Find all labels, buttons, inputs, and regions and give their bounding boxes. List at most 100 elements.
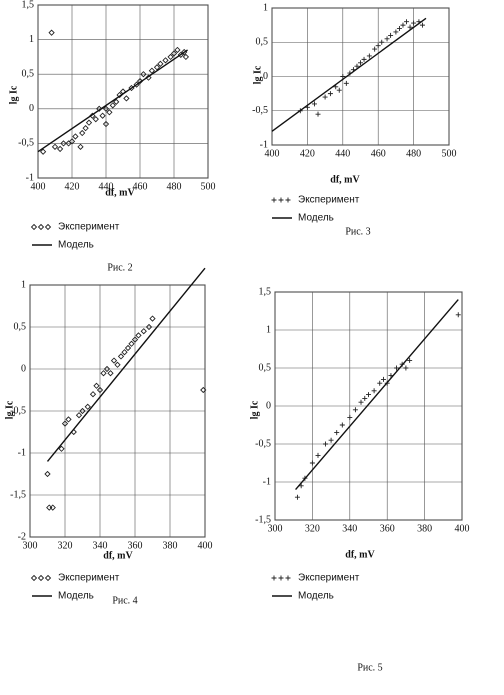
- data-point: [93, 382, 100, 389]
- data-point: [149, 315, 156, 322]
- x-tick-label: 300: [268, 523, 283, 534]
- legend-marker: [271, 575, 277, 581]
- y-tick-label: -1,5: [10, 489, 26, 500]
- data-point: [114, 361, 121, 368]
- data-point: [145, 74, 152, 81]
- data-point: [294, 494, 300, 500]
- x-tick-label: 340: [342, 523, 357, 534]
- data-point: [361, 56, 367, 62]
- data-point: [322, 441, 328, 447]
- y-tick-label: -1: [260, 139, 268, 150]
- data-point: [113, 98, 120, 106]
- legend-marker: [278, 197, 284, 203]
- model-line: [46, 267, 206, 462]
- x-axis-label: df, mV: [103, 550, 133, 561]
- y-tick-label: 0: [266, 400, 271, 411]
- y-tick-label: 0,5: [259, 362, 272, 373]
- data-point: [75, 412, 83, 419]
- y-tick-label: -1: [263, 476, 271, 487]
- data-point: [375, 43, 381, 49]
- data-point: [366, 53, 372, 59]
- x-axis-label: df, mV: [105, 187, 135, 198]
- legend-label: Модель: [58, 240, 94, 251]
- y-tick-label: -0,5: [252, 105, 268, 116]
- data-point: [58, 445, 65, 452]
- legend-label: Эксперимент: [58, 222, 120, 233]
- y-tick-label: 0: [29, 103, 34, 114]
- data-point: [170, 50, 178, 57]
- data-point: [419, 22, 425, 28]
- data-point: [411, 20, 417, 26]
- data-point: [110, 357, 118, 364]
- data-point: [140, 71, 147, 78]
- legend-marker: [285, 197, 291, 203]
- data-point: [309, 460, 315, 466]
- data-point: [379, 39, 385, 45]
- data-point: [117, 353, 125, 360]
- y-tick-label: 1: [266, 324, 271, 335]
- data-point: [340, 74, 346, 79]
- data-point: [121, 349, 128, 356]
- data-point: [102, 120, 110, 128]
- data-point: [358, 399, 364, 405]
- legend-marker: [30, 574, 38, 582]
- x-tick-label: 380: [417, 523, 432, 534]
- data-point: [124, 344, 132, 352]
- y-tick-label: -0,5: [10, 405, 26, 416]
- data-point: [407, 24, 413, 30]
- x-tick-label: 480: [406, 148, 421, 159]
- y-tick-label: 0,5: [22, 68, 35, 79]
- data-point: [182, 53, 190, 61]
- data-point: [96, 386, 104, 394]
- data-point: [51, 143, 59, 150]
- x-tick-label: 300: [23, 540, 38, 551]
- y-tick-label: -0,5: [18, 138, 34, 149]
- y-tick-label: 0: [21, 363, 26, 374]
- y-tick-label: 0,5: [14, 321, 27, 332]
- data-point: [400, 22, 406, 28]
- y-tick-label: 1,5: [22, 0, 35, 10]
- data-point: [44, 470, 51, 478]
- x-tick-label: 400: [31, 181, 46, 192]
- data-point: [102, 105, 110, 112]
- y-tick-label: -2: [18, 531, 26, 542]
- data-point: [153, 64, 161, 71]
- data-point: [366, 392, 371, 398]
- data-point: [407, 357, 413, 363]
- data-point: [128, 340, 135, 347]
- x-tick-label: 500: [201, 181, 216, 192]
- legend-marker: [44, 223, 52, 231]
- legend-label: Модель: [298, 213, 334, 224]
- data-point: [135, 332, 142, 339]
- data-point: [157, 60, 164, 67]
- x-axis-label: df, mV: [345, 549, 375, 560]
- data-point: [352, 407, 358, 413]
- data-point: [103, 365, 111, 373]
- data-point: [394, 365, 400, 371]
- data-point: [46, 504, 53, 511]
- data-point: [65, 416, 72, 423]
- data-point: [107, 370, 114, 377]
- x-tick-label: 320: [58, 540, 73, 551]
- data-point: [384, 36, 390, 42]
- y-tick-label: -1: [18, 447, 26, 458]
- x-tick-label: 360: [128, 540, 143, 551]
- data-point: [315, 111, 321, 117]
- data-point: [56, 145, 64, 153]
- data-point: [358, 60, 363, 66]
- plot-frame: [37, 4, 209, 179]
- x-tick-label: 420: [65, 181, 80, 192]
- data-point: [39, 148, 47, 155]
- data-point: [109, 102, 116, 109]
- data-point: [372, 46, 378, 52]
- y-tick-label: 1: [29, 34, 34, 45]
- y-axis-label: lg Ic: [252, 65, 263, 84]
- data-point: [162, 57, 169, 64]
- data-point: [92, 116, 99, 123]
- data-point: [371, 388, 377, 394]
- x-tick-label: 320: [305, 523, 320, 534]
- data-point: [68, 138, 76, 145]
- data-point: [85, 119, 93, 126]
- data-point: [200, 386, 207, 394]
- data-point: [327, 91, 333, 97]
